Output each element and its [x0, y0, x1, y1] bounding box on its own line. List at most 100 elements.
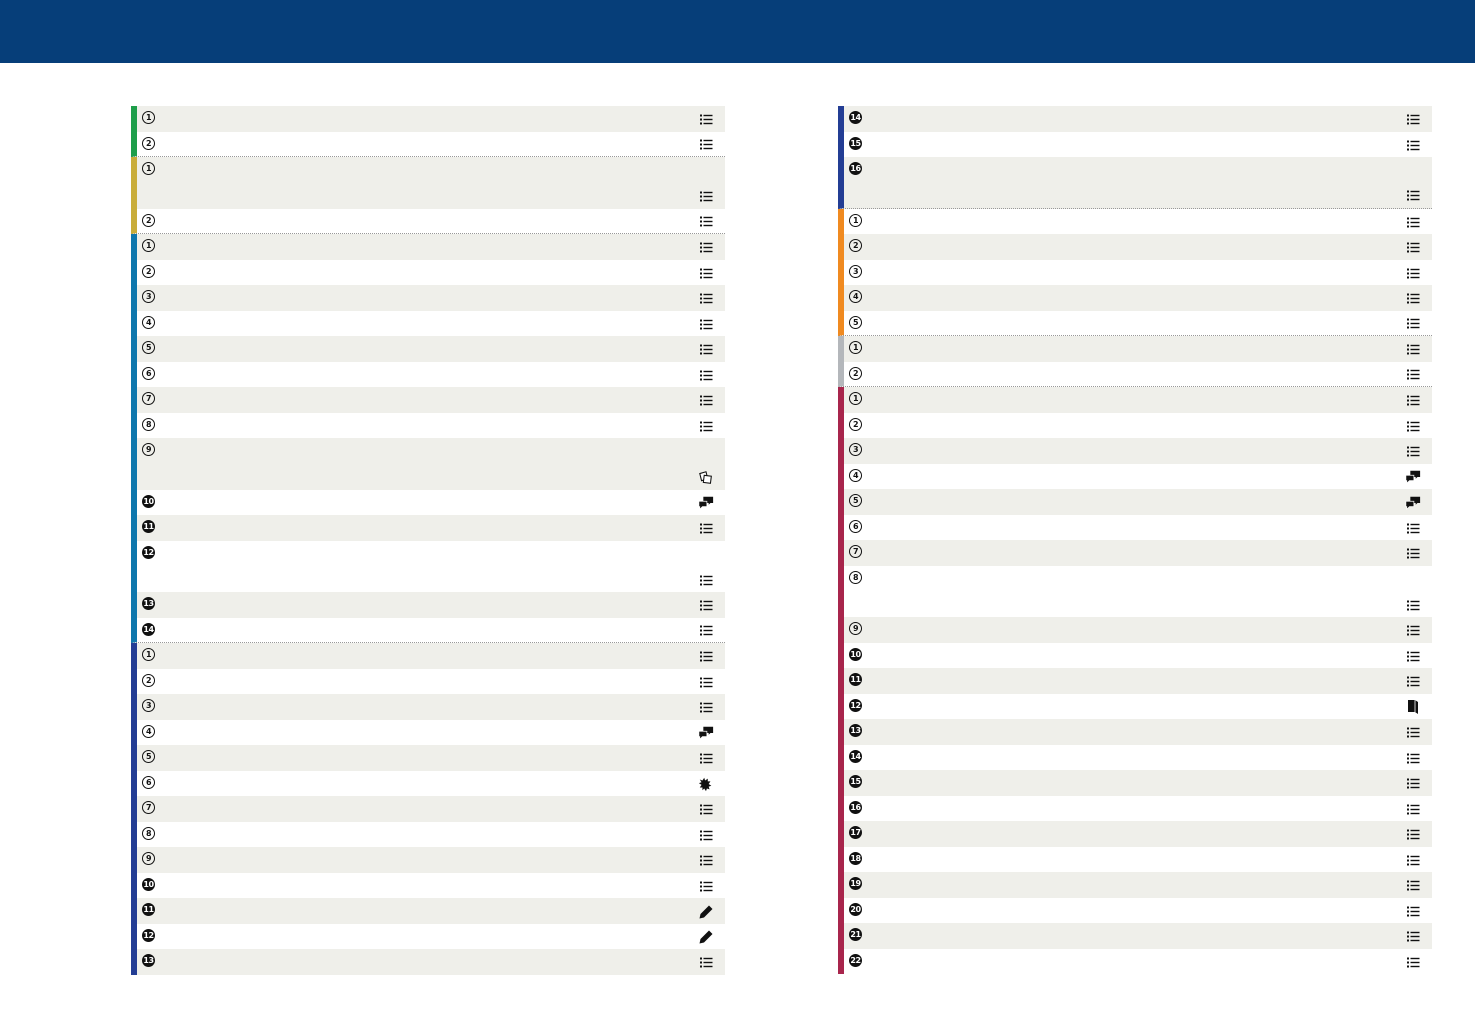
- list-icon[interactable]: [698, 955, 714, 971]
- list-item[interactable]: 16: [838, 157, 1432, 209]
- list-item[interactable]: 10: [838, 642, 1432, 668]
- list-icon[interactable]: [1405, 929, 1421, 945]
- list-item[interactable]: 2: [838, 412, 1432, 438]
- list-item[interactable]: 1: [131, 234, 725, 260]
- list-item[interactable]: 10: [131, 872, 725, 898]
- list-item[interactable]: 15: [838, 131, 1432, 157]
- list-icon[interactable]: [1405, 750, 1421, 766]
- list-item[interactable]: 21: [838, 923, 1432, 949]
- list-item[interactable]: 9: [131, 847, 725, 873]
- list-item[interactable]: 1: [838, 387, 1432, 413]
- list-item[interactable]: 6: [131, 361, 725, 387]
- list-item[interactable]: 2: [131, 208, 725, 234]
- list-icon[interactable]: [698, 418, 714, 434]
- list-icon[interactable]: [1405, 137, 1421, 153]
- list-icon[interactable]: [1405, 366, 1421, 382]
- list-item[interactable]: 12: [131, 540, 725, 592]
- list-icon[interactable]: [1405, 597, 1421, 613]
- list-item[interactable]: 15: [838, 770, 1432, 796]
- list-icon[interactable]: [1405, 674, 1421, 690]
- list-item[interactable]: 12: [131, 923, 725, 949]
- list-item[interactable]: 13: [131, 592, 725, 618]
- list-icon[interactable]: [1405, 852, 1421, 868]
- list-item[interactable]: 4: [838, 285, 1432, 311]
- list-icon[interactable]: [698, 240, 714, 256]
- list-item[interactable]: 9: [131, 438, 725, 490]
- speech-bubbles-icon[interactable]: [698, 725, 714, 741]
- list-item[interactable]: 4: [838, 463, 1432, 489]
- list-item[interactable]: 11: [838, 668, 1432, 694]
- list-item[interactable]: 13: [131, 949, 725, 975]
- list-item[interactable]: 13: [838, 719, 1432, 745]
- list-icon[interactable]: [698, 878, 714, 894]
- list-icon[interactable]: [1405, 240, 1421, 256]
- list-item[interactable]: 1: [131, 106, 725, 132]
- list-item[interactable]: 2: [131, 259, 725, 285]
- list-icon[interactable]: [698, 827, 714, 843]
- list-icon[interactable]: [1405, 878, 1421, 894]
- book-icon[interactable]: [1405, 699, 1421, 715]
- list-item[interactable]: 3: [838, 259, 1432, 285]
- list-item[interactable]: 1: [131, 643, 725, 669]
- list-icon[interactable]: [698, 265, 714, 281]
- list-icon[interactable]: [698, 751, 714, 767]
- list-item[interactable]: 8: [131, 821, 725, 847]
- list-item[interactable]: 3: [838, 438, 1432, 464]
- list-icon[interactable]: [698, 189, 714, 205]
- list-item[interactable]: 9: [838, 617, 1432, 643]
- list-icon[interactable]: [1405, 214, 1421, 230]
- dragon-icon[interactable]: [698, 776, 714, 792]
- list-item[interactable]: 14: [838, 744, 1432, 770]
- list-item[interactable]: 2: [131, 668, 725, 694]
- list-item[interactable]: 1: [838, 208, 1432, 234]
- list-icon[interactable]: [1405, 393, 1421, 409]
- list-icon[interactable]: [1405, 342, 1421, 358]
- list-icon[interactable]: [1405, 801, 1421, 817]
- list-icon[interactable]: [698, 213, 714, 229]
- list-icon[interactable]: [1405, 444, 1421, 460]
- list-item[interactable]: 5: [131, 745, 725, 771]
- speech-bubbles-icon[interactable]: [698, 495, 714, 511]
- list-item[interactable]: 8: [838, 565, 1432, 617]
- list-icon[interactable]: [1405, 827, 1421, 843]
- list-item[interactable]: 20: [838, 897, 1432, 923]
- pencil-icon[interactable]: [698, 929, 714, 945]
- list-item[interactable]: 4: [131, 719, 725, 745]
- list-icon[interactable]: [1405, 291, 1421, 307]
- list-item[interactable]: 4: [131, 310, 725, 336]
- list-icon[interactable]: [698, 598, 714, 614]
- speech-bubbles-icon[interactable]: [1405, 495, 1421, 511]
- list-icon[interactable]: [1405, 648, 1421, 664]
- list-item[interactable]: 14: [131, 617, 725, 643]
- list-item[interactable]: 16: [838, 795, 1432, 821]
- list-item[interactable]: 1: [838, 336, 1432, 362]
- list-item[interactable]: 14: [838, 106, 1432, 132]
- list-icon[interactable]: [1405, 112, 1421, 128]
- list-icon[interactable]: [1405, 418, 1421, 434]
- speech-bubbles-icon[interactable]: [1405, 469, 1421, 485]
- list-item[interactable]: 8: [131, 412, 725, 438]
- list-item[interactable]: 5: [838, 489, 1432, 515]
- list-item[interactable]: 12: [838, 693, 1432, 719]
- list-item[interactable]: 7: [131, 387, 725, 413]
- list-item[interactable]: 2: [838, 234, 1432, 260]
- list-item[interactable]: 5: [838, 310, 1432, 336]
- list-icon[interactable]: [698, 316, 714, 332]
- list-icon[interactable]: [1405, 520, 1421, 536]
- list-item[interactable]: 6: [838, 514, 1432, 540]
- list-item[interactable]: 11: [131, 898, 725, 924]
- list-icon[interactable]: [1405, 546, 1421, 562]
- list-item[interactable]: 22: [838, 948, 1432, 974]
- list-icon[interactable]: [698, 291, 714, 307]
- list-item[interactable]: 6: [131, 770, 725, 796]
- list-icon[interactable]: [1405, 188, 1421, 204]
- list-icon[interactable]: [1405, 776, 1421, 792]
- list-item[interactable]: 17: [838, 821, 1432, 847]
- pencil-icon[interactable]: [698, 904, 714, 920]
- list-item[interactable]: 18: [838, 846, 1432, 872]
- list-icon[interactable]: [1405, 903, 1421, 919]
- list-icon[interactable]: [698, 802, 714, 818]
- list-item[interactable]: 1: [131, 157, 725, 209]
- list-item[interactable]: 10: [131, 489, 725, 515]
- list-icon[interactable]: [1405, 265, 1421, 281]
